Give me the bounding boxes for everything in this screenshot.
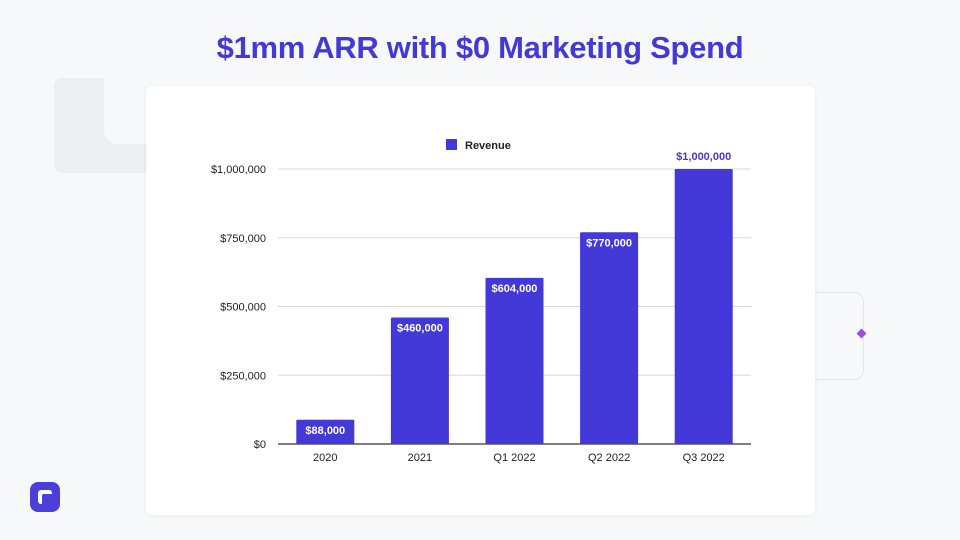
legend: Revenue — [446, 139, 511, 152]
bar — [390, 317, 449, 444]
data-label: $604,000 — [492, 283, 538, 295]
bar — [580, 232, 639, 444]
y-tick-label: $1,000,000 — [211, 164, 266, 176]
legend-swatch — [446, 139, 457, 150]
bar — [674, 169, 733, 444]
bar — [485, 277, 544, 444]
data-label: $1,000,000 — [676, 151, 731, 163]
data-label: $88,000 — [305, 425, 345, 437]
brand-logo-icon — [30, 482, 60, 512]
chart-card: $0 $250,000 $500,000 $750,000 $1,000,000 $88,… — [146, 86, 815, 515]
labels: $0 $250,000 $500,000 $750,000 $1,000,000 $88,… — [211, 151, 731, 464]
y-tick-label: $0 — [254, 439, 266, 451]
x-tick-label: Q3 2022 — [683, 452, 725, 464]
x-tick-label: 2021 — [408, 452, 432, 464]
x-tick-label: Q1 2022 — [493, 452, 535, 464]
bar — [296, 419, 355, 444]
y-tick-label: $250,000 — [220, 370, 266, 382]
y-tick-label: $500,000 — [220, 302, 266, 314]
legend-label: Revenue — [465, 140, 511, 152]
data-label: $460,000 — [397, 323, 443, 335]
y-tick-label: $750,000 — [220, 233, 266, 245]
bars — [296, 169, 733, 444]
data-label: $770,000 — [586, 237, 632, 249]
revenue-bar-chart: $0 $250,000 $500,000 $750,000 $1,000,000 $88,… — [211, 139, 751, 464]
x-tick-label: Q2 2022 — [588, 452, 630, 464]
slide-title: $1mm ARR with $0 Marketing Spend — [216, 30, 744, 65]
x-tick-label: 2020 — [313, 452, 337, 464]
